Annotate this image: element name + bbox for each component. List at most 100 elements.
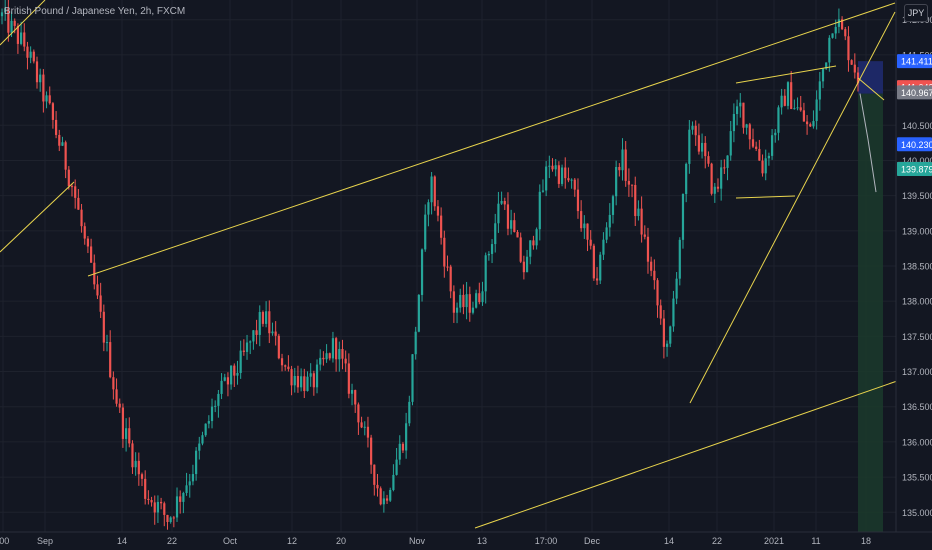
price-badge bbox=[897, 137, 932, 152]
candle-body bbox=[767, 155, 770, 159]
x-tick-label: 14 bbox=[664, 536, 674, 546]
candle-body bbox=[427, 202, 430, 215]
candle-body bbox=[277, 335, 280, 359]
candle-body bbox=[414, 331, 417, 355]
candle-body bbox=[230, 365, 233, 385]
candle-body bbox=[401, 443, 405, 451]
candle-body bbox=[440, 215, 443, 238]
candle-body bbox=[586, 223, 589, 240]
candle-body bbox=[309, 373, 312, 377]
candle-body bbox=[685, 163, 688, 195]
candle-body bbox=[567, 178, 570, 181]
candle-body bbox=[844, 29, 847, 37]
candle-body bbox=[344, 358, 347, 364]
candle-body bbox=[322, 357, 325, 360]
candle-body bbox=[503, 200, 506, 205]
candle-body bbox=[821, 68, 825, 82]
candle-body bbox=[300, 376, 303, 388]
candle-body bbox=[354, 390, 357, 405]
candle-body bbox=[45, 95, 48, 102]
candle-body bbox=[128, 428, 131, 444]
candle-body bbox=[16, 25, 20, 44]
candle-body bbox=[131, 443, 134, 468]
candle-body bbox=[665, 343, 669, 347]
candle-body bbox=[191, 474, 195, 482]
candle-body bbox=[780, 95, 783, 108]
x-tick-label: 18 bbox=[861, 536, 871, 546]
candle-body bbox=[532, 240, 535, 246]
candle-body bbox=[799, 107, 802, 111]
candle-body bbox=[519, 237, 522, 262]
candle-body bbox=[786, 82, 790, 106]
candle-body bbox=[172, 517, 175, 519]
y-tick-label: 139.500 bbox=[902, 191, 932, 201]
candle-body bbox=[541, 190, 545, 192]
candle-body bbox=[245, 342, 249, 352]
candle-body bbox=[583, 223, 586, 229]
trendline bbox=[474, 379, 901, 529]
candle-body bbox=[83, 226, 86, 239]
candle-body bbox=[697, 135, 700, 152]
candle-body bbox=[656, 280, 659, 306]
candle-body bbox=[258, 312, 261, 335]
currency-button[interactable]: JPY bbox=[904, 4, 928, 22]
candle-body bbox=[341, 349, 344, 359]
candle-body bbox=[405, 423, 408, 451]
candle-body bbox=[662, 318, 665, 347]
candle-body bbox=[10, 20, 13, 33]
candle-body bbox=[646, 236, 650, 262]
candle-body bbox=[137, 460, 140, 475]
candle-body bbox=[204, 423, 207, 436]
y-tick-label: 138.000 bbox=[902, 297, 932, 307]
candle-body bbox=[389, 489, 392, 501]
candle-body bbox=[761, 160, 764, 174]
candle-body bbox=[774, 132, 777, 136]
candle-body bbox=[319, 357, 322, 365]
y-tick-label: 140.000 bbox=[902, 156, 932, 166]
trendline bbox=[0, 0, 46, 46]
candle-body bbox=[471, 307, 475, 313]
x-tick-label: :00 bbox=[0, 536, 9, 546]
x-tick-label: Oct bbox=[223, 536, 238, 546]
candle-body bbox=[850, 60, 853, 65]
candle-body bbox=[392, 474, 395, 490]
candle-body bbox=[312, 373, 315, 388]
candle-body bbox=[452, 291, 455, 313]
candle-body bbox=[446, 266, 449, 268]
y-tick-label: 135.000 bbox=[902, 508, 932, 518]
candle-body bbox=[115, 389, 118, 404]
candle-body bbox=[169, 517, 172, 523]
candle-body bbox=[650, 261, 653, 271]
x-tick-label: 2021 bbox=[764, 536, 784, 546]
y-tick-label: 137.000 bbox=[902, 367, 932, 377]
candle-body bbox=[13, 20, 16, 26]
trendline bbox=[689, 11, 896, 404]
candle-body bbox=[462, 294, 465, 308]
candle-body bbox=[144, 478, 147, 499]
candle-body bbox=[398, 443, 401, 460]
candle-body bbox=[691, 125, 694, 130]
candle-body bbox=[510, 220, 513, 229]
candle-body bbox=[363, 426, 366, 428]
candle-body bbox=[624, 149, 627, 181]
candle-body bbox=[608, 214, 611, 228]
candle-body bbox=[678, 239, 681, 279]
candle-body bbox=[4, 8, 7, 13]
candle-body bbox=[513, 220, 516, 232]
candle-body bbox=[497, 203, 500, 224]
candle-body bbox=[261, 312, 265, 324]
price-badge-label: 140.967 bbox=[901, 88, 932, 98]
candle-body bbox=[621, 149, 624, 171]
candle-body bbox=[557, 165, 560, 184]
candle-body bbox=[77, 197, 80, 210]
candle-body bbox=[417, 294, 420, 332]
candle-body bbox=[315, 364, 319, 388]
candle-body bbox=[366, 426, 370, 438]
candle-body bbox=[306, 376, 309, 392]
candle-body bbox=[618, 166, 621, 171]
candle-body bbox=[373, 464, 376, 485]
candle-body bbox=[643, 234, 646, 237]
candle-body bbox=[195, 450, 198, 475]
candle-body bbox=[23, 32, 26, 47]
